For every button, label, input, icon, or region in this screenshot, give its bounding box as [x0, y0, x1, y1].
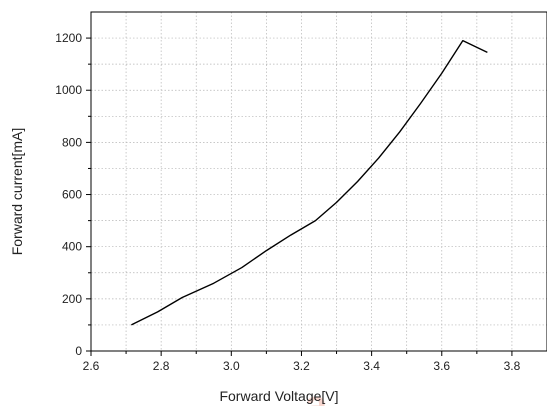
x-tick-label: 3.6: [433, 359, 450, 373]
y-tick-label: 800: [62, 135, 82, 149]
x-tick-label: 2.6: [83, 359, 100, 373]
y-tick-label: 1000: [55, 83, 82, 97]
axis-ticks: 2.6 2.8 3.0 3.2 3.4 3.6 3.8 0 200 400 600 800 1000 12…: [55, 31, 520, 373]
x-tick-label: 3.0: [223, 359, 240, 373]
x-axis-title: Forward Voltage[V]: [219, 388, 338, 404]
watermark-glyph: a: [305, 383, 328, 406]
series-line: [131, 39, 488, 326]
x-tick-label: 3.2: [293, 359, 310, 373]
series-layer: [131, 39, 488, 326]
x-tick-label: 3.8: [504, 359, 521, 373]
x-tick-label: 2.8: [153, 359, 170, 373]
y-tick-label: 400: [62, 240, 82, 254]
y-tick-label: 1200: [55, 31, 82, 45]
plot-frame: [90, 11, 547, 352]
y-tick-label: 200: [62, 292, 82, 306]
y-tick-label: 0: [75, 344, 82, 358]
grid: [91, 12, 547, 351]
y-tick-label: 600: [62, 188, 82, 202]
x-tick-label: 3.4: [363, 359, 380, 373]
y-axis-title: Forward current[mA]: [9, 128, 25, 256]
watermark: a: [305, 383, 328, 411]
